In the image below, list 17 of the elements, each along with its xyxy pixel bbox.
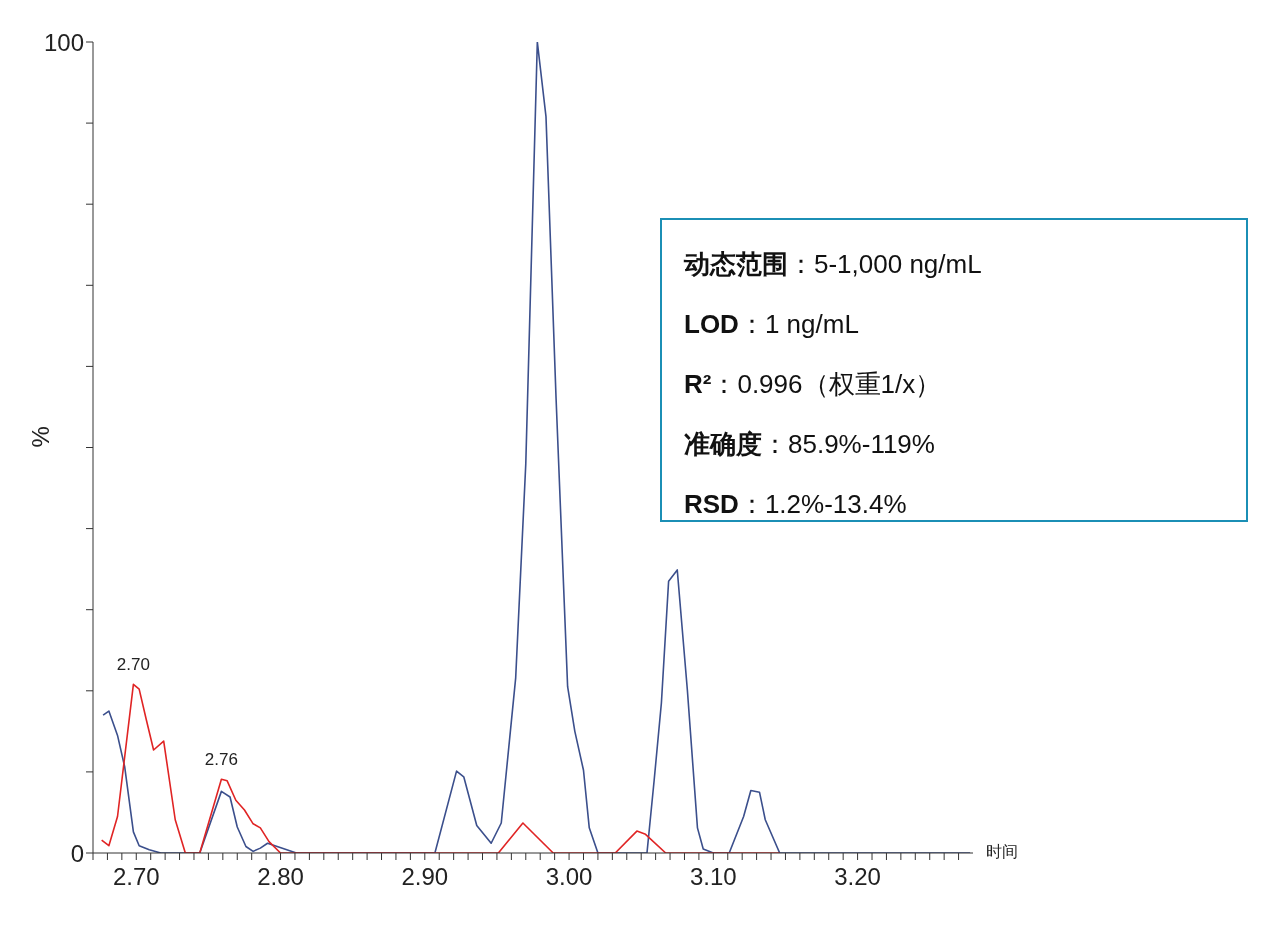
annotation: 准确度：85.9%-119%	[684, 428, 936, 461]
annotation: 2.76	[204, 750, 238, 770]
x-axis-title: 时间	[986, 842, 1018, 862]
annotation: R²：0.996（权重1/x）	[684, 368, 943, 401]
annotation: 2.70	[116, 655, 150, 675]
x-tick-label: 2.80	[257, 863, 304, 891]
y-tick-label: 100	[43, 28, 84, 56]
x-tick-label: 3.10	[689, 863, 737, 891]
x-tick-label: 2.90	[401, 863, 449, 891]
annotation: LOD：1 ng/mL	[684, 308, 860, 341]
annotation: RSD：1.2%-13.4%	[684, 488, 908, 521]
y-tick-label: 0	[70, 839, 84, 867]
annotation: 动态范围：5-1,000 ng/mL	[684, 248, 983, 281]
x-tick-label: 2.70	[112, 863, 160, 891]
y-axis-title: %	[26, 426, 54, 448]
x-tick-label: 3.20	[834, 863, 881, 891]
x-tick-label: 3.00	[545, 863, 593, 891]
